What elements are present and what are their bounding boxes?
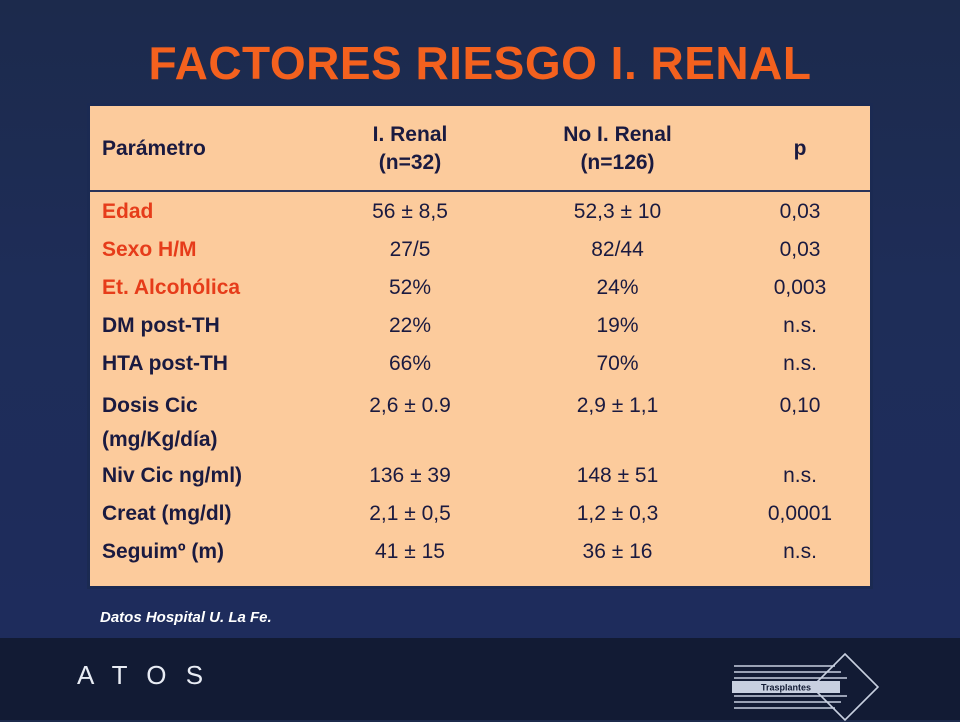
row-no-renal-value: 19% — [596, 314, 639, 337]
header-no-renal-line1: No I. Renal — [563, 123, 672, 146]
row-parameter: Et. Alcohólica — [102, 275, 312, 300]
row-no-renal-value: 82/44 — [591, 238, 644, 261]
row-renal-value: 2,1 ± 0,5 — [369, 502, 451, 525]
header-parametro: Parámetro — [102, 136, 312, 161]
row-parameter-line: Niv Cic ng/ml) — [102, 464, 243, 487]
header-renal-line2: (n=32) — [378, 151, 442, 174]
row-parameter: DM post-TH — [102, 313, 312, 338]
row-renal-value: 52% — [388, 276, 432, 299]
header-p-text: p — [793, 137, 807, 160]
row-p-value: 0,0001 — [767, 502, 833, 525]
row-renal-value: 2,6 ± 0.9 — [369, 394, 451, 417]
row-parameter-line: Dosis Cic — [102, 394, 198, 417]
header-no-renal: No I. Renal (n=126) — [530, 121, 705, 177]
row-parameter: Sexo H/M — [102, 237, 312, 262]
row-no-renal-value: 1,2 ± 0,3 — [576, 502, 659, 525]
row-parameter-line: HTA post-TH — [102, 352, 228, 375]
row-renal-value: 136 ± 39 — [369, 464, 451, 487]
row-no-renal-value: 36 ± 16 — [582, 540, 653, 563]
header-p: p — [730, 136, 870, 161]
row-parameter: Dosis Cic (mg/Kg/día) — [102, 389, 312, 457]
row-parameter-line: Et. Alcohólica — [102, 276, 241, 299]
row-p-value: 0,10 — [779, 394, 821, 417]
row-parameter: Edad — [102, 199, 312, 224]
row-renal-value: 66% — [388, 352, 432, 375]
row-parameter: Seguimº (m) — [102, 539, 312, 564]
row-p-value: 0,003 — [773, 276, 827, 299]
footer-band — [0, 638, 960, 720]
row-p-value: 0,03 — [779, 238, 821, 261]
row-p-value: 0,03 — [779, 200, 821, 223]
table-header-row: Parámetro I. Renal (n=32) No I. Renal (n… — [90, 106, 870, 192]
row-parameter-line: Sexo H/M — [102, 238, 197, 261]
row-parameter: Niv Cic ng/ml) — [102, 463, 312, 488]
row-parameter: HTA post-TH — [102, 351, 312, 376]
row-renal-value: 22% — [388, 314, 432, 337]
trasplantes-logo: Trasplantes — [732, 652, 880, 722]
row-parameter-line: DM post-TH — [102, 314, 220, 337]
row-parameter-line: Edad — [102, 200, 154, 223]
row-p-value: n.s. — [783, 464, 817, 487]
footer-brand: A T O S — [77, 660, 210, 690]
row-no-renal-value: 24% — [596, 276, 639, 299]
row-parameter: Creat (mg/dl) — [102, 501, 312, 526]
row-p-value: n.s. — [783, 352, 817, 375]
row-renal-value: 41 ± 15 — [375, 540, 445, 563]
row-parameter-line: (mg/Kg/día) — [102, 428, 218, 451]
row-renal-value: 56 ± 8,5 — [372, 200, 448, 223]
row-no-renal-value: 148 ± 51 — [576, 464, 659, 487]
slide-title: FACTORES RIESGO I. RENAL — [148, 37, 812, 89]
header-no-renal-line2: (n=126) — [580, 151, 655, 174]
row-parameter-line: Seguimº (m) — [102, 540, 225, 563]
header-renal-line1: I. Renal — [372, 123, 448, 146]
source-note: Datos Hospital U. La Fe. — [100, 609, 272, 626]
row-parameter-line: Creat (mg/dl) — [102, 502, 232, 525]
row-p-value: n.s. — [783, 540, 817, 563]
row-no-renal-value: 70% — [596, 352, 639, 375]
header-renal: I. Renal (n=32) — [330, 121, 490, 177]
row-no-renal-value: 2,9 ± 1,1 — [576, 394, 659, 417]
risk-factors-table: Parámetro I. Renal (n=32) No I. Renal (n… — [87, 103, 873, 589]
header-parametro-text: Parámetro — [102, 137, 206, 160]
row-renal-value: 27/5 — [389, 238, 431, 261]
row-p-value: n.s. — [783, 314, 817, 337]
row-no-renal-value: 52,3 ± 10 — [573, 200, 662, 223]
logo-text: Trasplantes — [761, 683, 811, 693]
